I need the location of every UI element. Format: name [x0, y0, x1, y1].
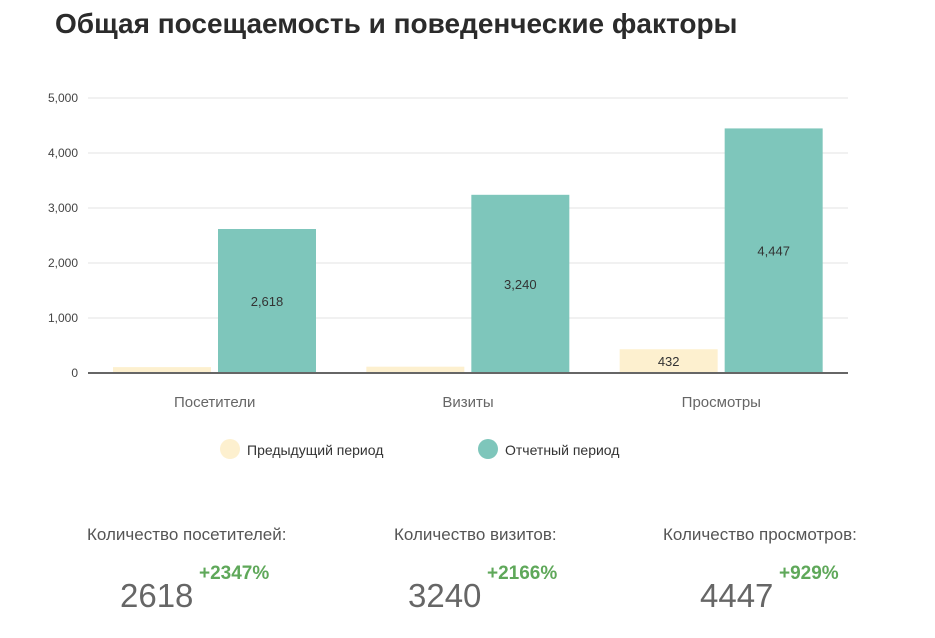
x-tick-label: Просмотры — [682, 394, 761, 411]
stat-delta: +2347% — [199, 563, 270, 584]
legend-label: Отчетный период — [505, 442, 619, 458]
page-title: Общая посещаемость и поведенческие факто… — [55, 8, 738, 39]
stat-value: 3240 — [408, 577, 482, 614]
legend-swatch — [220, 439, 240, 459]
y-tick-label: 4,000 — [48, 146, 78, 160]
stat-visits: Количество визитов: 3240 +2166% — [394, 525, 557, 614]
y-tick-label: 3,000 — [48, 201, 78, 215]
y-tick-label: 0 — [71, 366, 78, 380]
bar — [218, 229, 316, 373]
stat-label: Количество посетителей: — [87, 525, 287, 544]
bar — [366, 366, 465, 373]
bar — [113, 367, 211, 373]
stat-value: 2618 — [120, 577, 194, 614]
stat-label: Количество просмотров: — [663, 525, 857, 544]
bar — [619, 349, 718, 373]
data-label: 432 — [658, 354, 680, 369]
stat-delta: +929% — [779, 563, 839, 584]
stats-row: Количество посетителей: 2618 +2347% Коли… — [0, 525, 935, 638]
bar — [724, 128, 823, 373]
bar-chart: 0 1,000 2,000 3,000 4,000 5,000 2,618 Посетител… — [48, 91, 848, 459]
legend-label: Предыдущий период — [247, 442, 383, 458]
data-label: 2,618 — [251, 294, 284, 309]
stat-value: 4447 — [700, 577, 774, 614]
x-tick-label: Визиты — [442, 394, 493, 411]
y-tick-label: 2,000 — [48, 256, 78, 270]
data-label: 3,240 — [504, 277, 537, 292]
stat-delta: +2166% — [487, 563, 558, 584]
x-tick-label: Посетители — [174, 394, 255, 411]
y-tick-label: 5,000 — [48, 91, 78, 105]
bar — [471, 194, 570, 373]
stat-pageviews: Количество просмотров: 4447 +929% — [663, 525, 857, 614]
stat-label: Количество визитов: — [394, 525, 557, 544]
stat-visitors: Количество посетителей: 2618 +2347% — [87, 525, 287, 614]
y-tick-label: 1,000 — [48, 311, 78, 325]
data-label: 4,447 — [757, 244, 790, 259]
legend-swatch — [478, 439, 498, 459]
